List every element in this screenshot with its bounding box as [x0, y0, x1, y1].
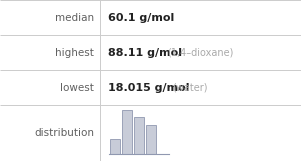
Text: 88.11 g/mol: 88.11 g/mol — [108, 47, 182, 57]
Text: (1,4–dioxane): (1,4–dioxane) — [167, 47, 233, 57]
Text: distribution: distribution — [34, 128, 94, 138]
Bar — [146, 125, 156, 154]
Text: median: median — [55, 13, 94, 23]
Bar — [134, 117, 144, 154]
Bar — [110, 139, 120, 154]
Text: 18.015 g/mol: 18.015 g/mol — [108, 82, 190, 93]
Text: lowest: lowest — [60, 82, 94, 93]
Text: highest: highest — [55, 47, 94, 57]
Text: 60.1 g/mol: 60.1 g/mol — [108, 13, 174, 23]
Bar — [122, 110, 132, 154]
Text: (water): (water) — [172, 82, 207, 93]
